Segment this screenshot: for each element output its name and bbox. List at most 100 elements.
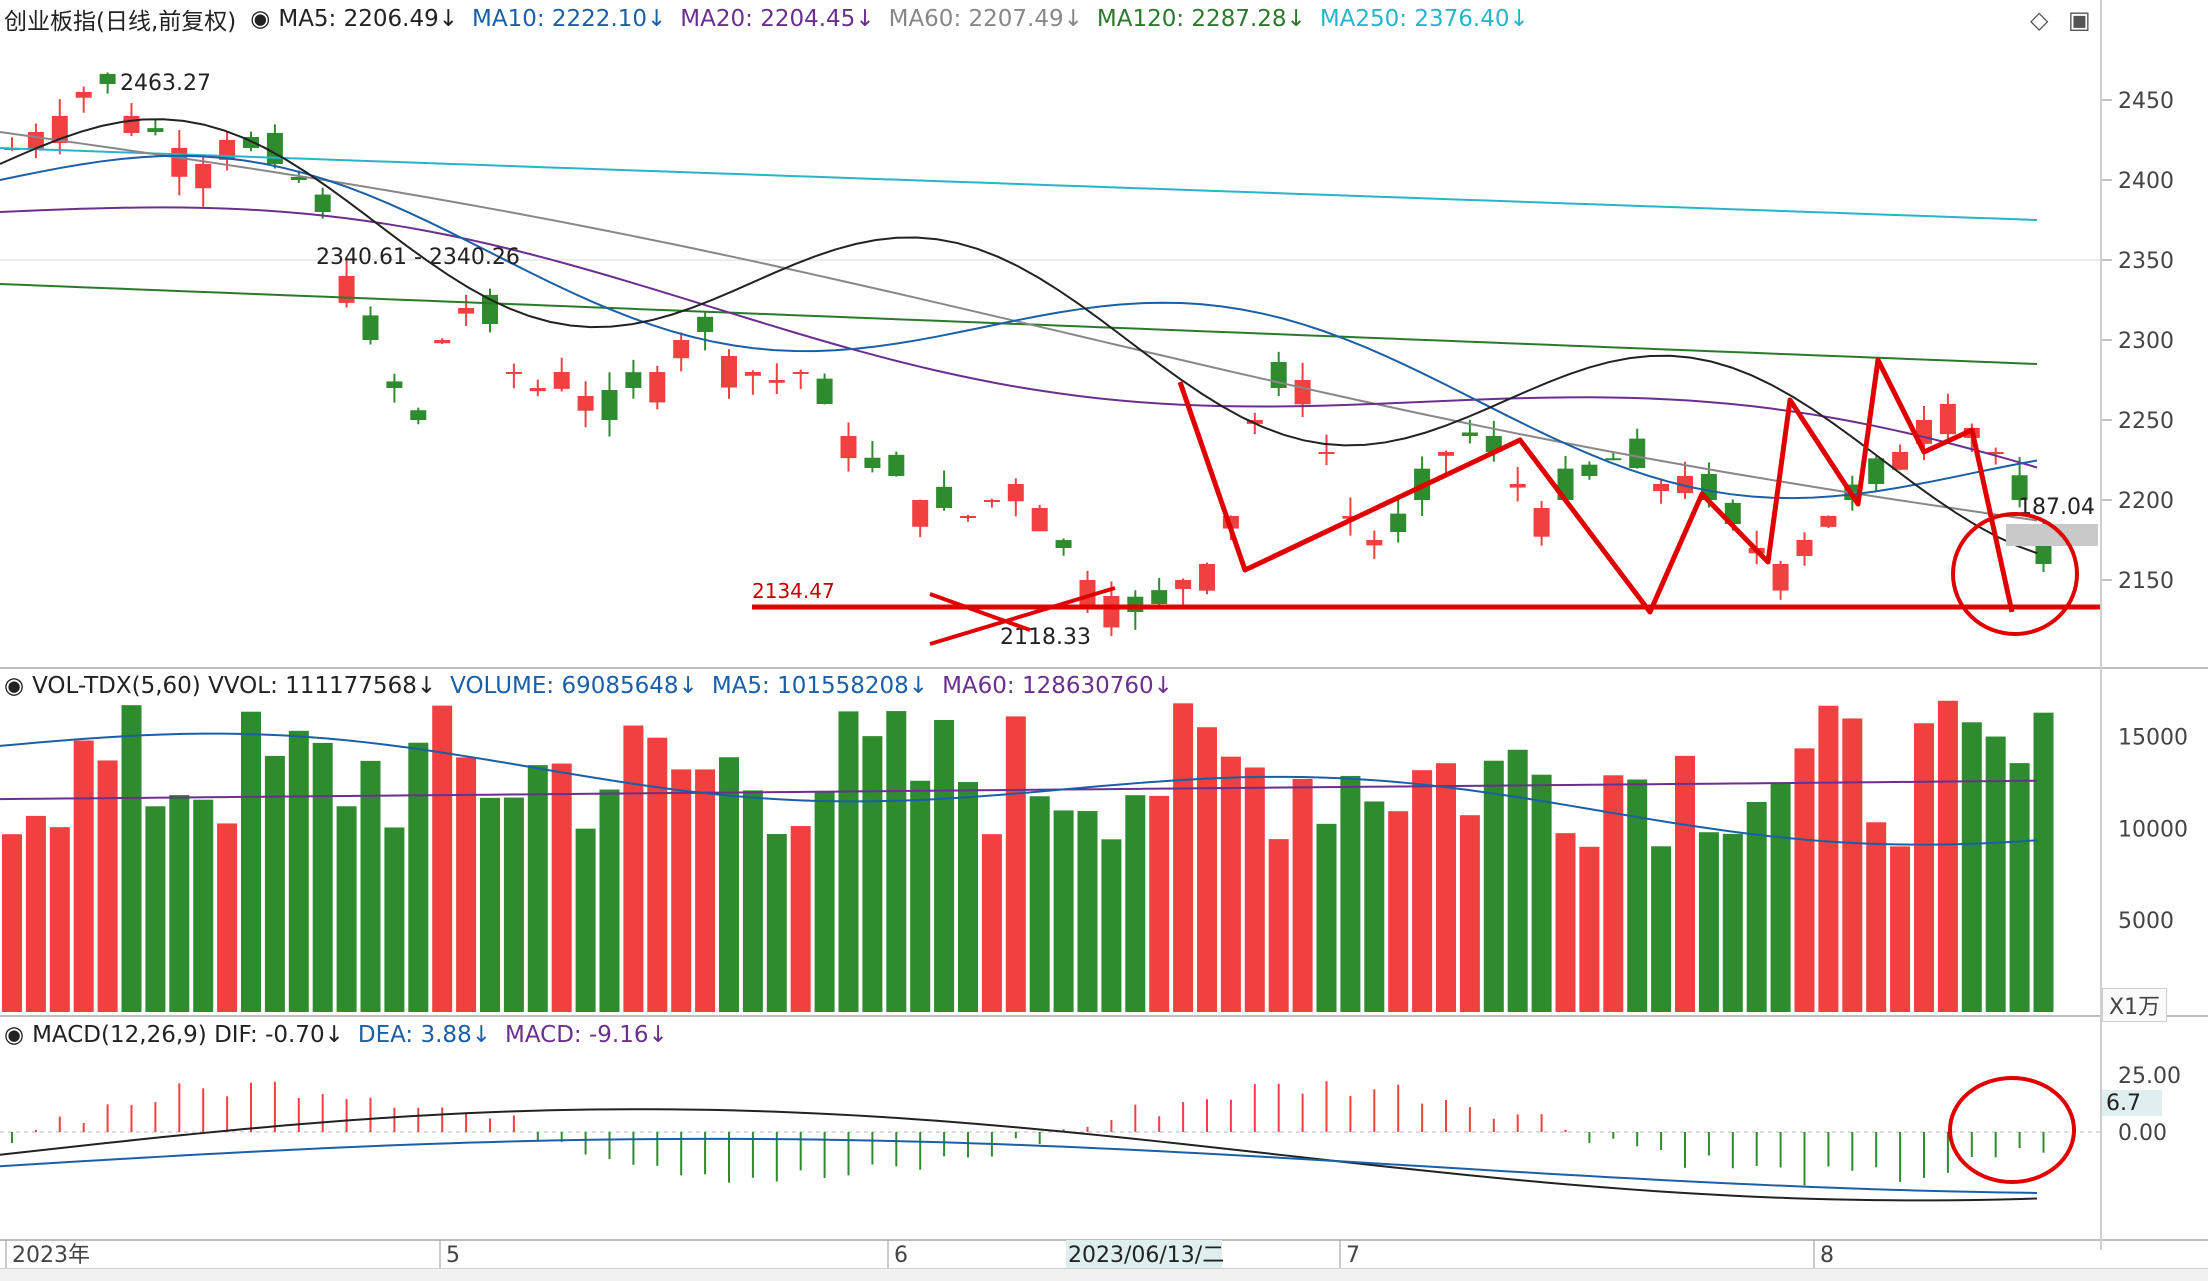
volume-bar [981,834,1002,1012]
candle-body [625,372,642,388]
bottom-tab-bar[interactable] [0,1268,2208,1281]
macd-indicator-2: MACD: -9.16↓ [504,1022,668,1048]
main-indicator-4: MA120: 2287.28↓ [1096,6,1306,32]
candle-body [410,410,427,420]
candle-body [243,137,259,148]
main-indicator-2: MA20: 2204.45↓ [680,6,875,32]
candle-body [1939,404,1956,435]
candle-body [99,73,116,84]
candle-body [1175,580,1192,589]
volume-bar [1149,795,1170,1012]
volume-bar [1005,716,1026,1012]
macd-tick-label: 25.00 [2118,1064,2181,1089]
volume-bar [1818,705,1839,1012]
volume-bar [838,711,859,1012]
volume-bar [97,760,118,1012]
volume-bar [1770,783,1791,1012]
volume-bar [1173,703,1194,1012]
x-axis-label: 2023年 [12,1243,90,1268]
candle-body [816,378,833,404]
x-axis-highlight-box [1066,1240,1222,1268]
price-circle [1951,512,2079,636]
main-title: 创业板指(日线,前复权) [4,9,237,35]
candle-body [386,381,403,388]
volume-bar [336,806,357,1012]
volume-bar [1603,775,1624,1012]
candle-body [768,380,785,383]
volume-bar [1961,722,1982,1012]
volume-collapse-icon[interactable]: ◉ [4,673,25,699]
volume-indicator-2: MA5: 101558208↓ [711,673,929,699]
volume-bar [480,797,500,1012]
volume-bar [1937,700,1958,1012]
candle-body [1055,540,1072,548]
diamond-icon[interactable]: ◇ [2030,6,2049,34]
volume-bar [503,797,524,1012]
volume-bar [1244,767,1265,1012]
volume-bar [1651,846,1672,1012]
main-indicator-1: MA10: 2222.10↓ [472,6,667,32]
candle-body [266,132,283,164]
candle-body [1677,476,1693,494]
volume-bar [360,760,381,1012]
volume-bar [2009,763,2030,1012]
volume-bar [1698,832,1719,1012]
macd-indicators: MACD(12,26,9) DIF: -0.70↓ DEA: 3.88↓ MACD:… [32,1022,682,1048]
dea-line [0,1137,2038,1194]
price-tick-label: 2350 [2118,249,2174,274]
volume-bar [1866,822,1887,1012]
volume-bar [264,755,285,1012]
volume-bar [456,757,477,1012]
candle-body [1629,438,1646,468]
candle-body [864,457,881,468]
candle-body [673,340,690,359]
candle-body [792,372,809,374]
volume-bar [312,742,333,1012]
volume-bar [575,828,596,1012]
candle-body [1438,452,1454,456]
volume-bar [408,742,429,1012]
volume-tick-label: 10000 [2118,817,2188,842]
x-axis-label: 5 [446,1243,460,1268]
price-tick-label: 2400 [2118,169,2174,194]
volume-bar [432,705,453,1012]
candle-body [75,92,92,98]
candle-body [505,372,522,374]
candle-body [147,128,164,132]
candle-body [1892,452,1909,470]
macd-panel-header: ◉ MACD(12,26,9) DIF: -0.70↓ DEA: 3.88↓ MAC… [4,1018,696,1052]
price-axis-separator [2100,0,2102,1250]
candle-body [314,194,331,212]
candle-body [529,388,546,392]
collapse-icon[interactable]: ◉ [250,6,271,32]
candle-body [1294,380,1311,405]
volume-bar [1197,727,1217,1012]
volume-bar [599,789,620,1012]
volume-bar [910,780,931,1012]
candle-body [362,315,379,340]
candle-body [721,356,737,388]
volume-tick-label: 15000 [2118,726,2188,751]
candle-body [601,390,618,420]
candle-body [697,316,714,332]
window-icon[interactable]: ▣ [2068,6,2091,34]
volume-bar [1746,802,1767,1012]
volume-bar [862,736,883,1012]
volume-bar [1555,833,1576,1012]
volume-bar [1722,833,1743,1012]
macd-current-value: 6.7 [2106,1091,2141,1116]
macd-collapse-icon[interactable]: ◉ [4,1022,25,1048]
volume-bar [623,725,644,1012]
candle-body [1151,590,1168,604]
volume-bar [1675,755,1695,1012]
volume-bar [1507,749,1528,1012]
main-panel-header: 创业板指(日线,前复权) ◉ MA5: 2206.49↓ MA10: 2222.1… [4,2,1557,36]
candle-body [195,164,212,189]
price-tick-label: 2250 [2118,409,2174,434]
volume-bar [934,719,955,1012]
candle-body [1820,516,1837,527]
volume-bar [1842,718,1863,1012]
candle-body [1987,452,2004,454]
volume-bar [1914,723,1934,1012]
